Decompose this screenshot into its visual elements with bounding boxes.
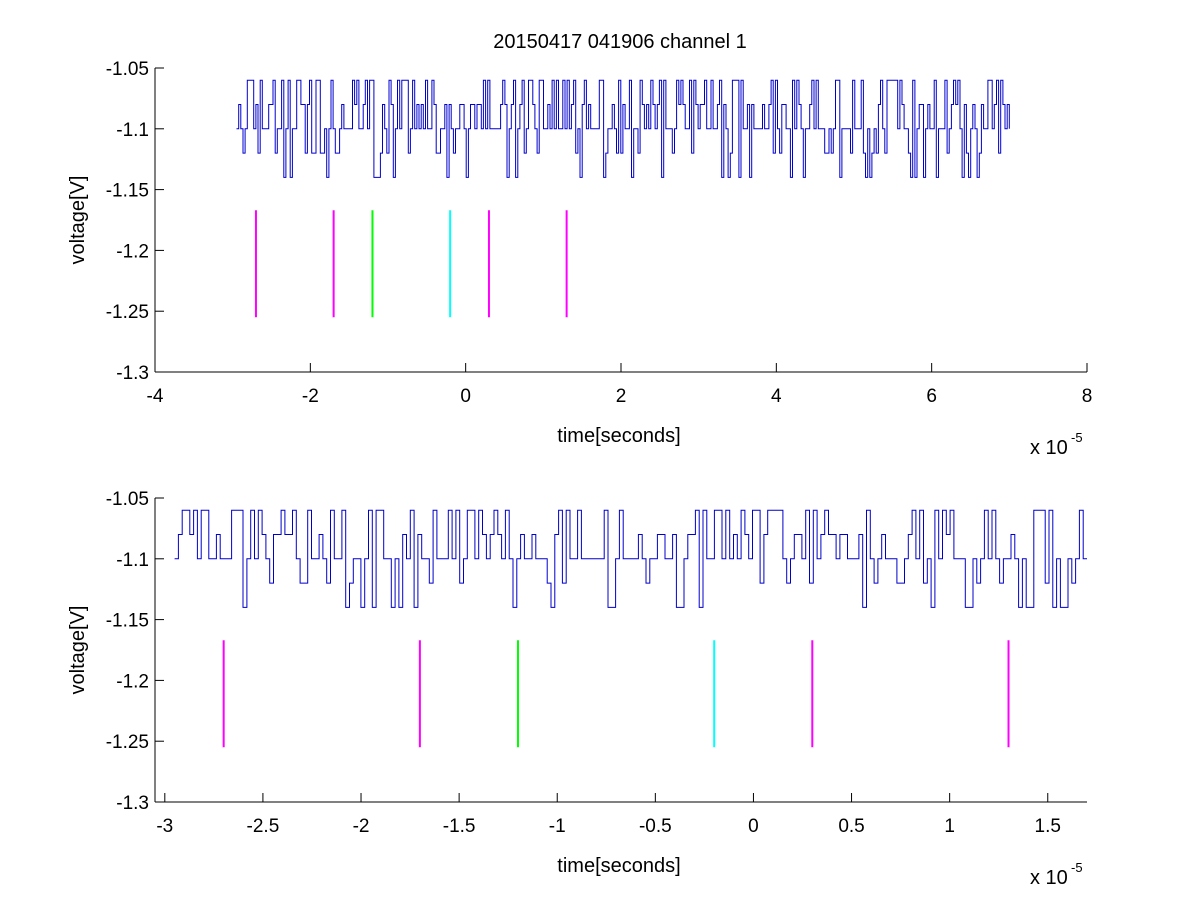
y-axis-label: voltage[V]: [67, 176, 89, 265]
x-tick-label: 1.5: [1035, 816, 1061, 837]
figure-title: 20150417 041906 channel 1: [493, 31, 747, 53]
x-tick-label: -2: [302, 386, 319, 407]
signal-trace: [236, 79, 1010, 178]
y-tick-label: -1.1: [116, 120, 149, 141]
y-tick-label: -1.05: [106, 489, 149, 510]
x-tick-label: -3: [156, 816, 173, 837]
x-tick-label: -1: [549, 816, 566, 837]
x-tick-label: -0.5: [639, 816, 672, 837]
y-tick-label: -1.3: [116, 363, 149, 384]
x-tick-label: 2: [616, 386, 627, 407]
y-tick-label: -1.2: [116, 671, 149, 692]
bottom-plot: -1.3 -1.25 -1.2 -1.15 -1.1 -1.05 -3 -2.5 -2 -1.5 -…: [67, 489, 1087, 889]
x-tick-label: -4: [147, 386, 164, 407]
x-tick-label: -1.5: [443, 816, 476, 837]
y-tick-label: -1.05: [106, 59, 149, 80]
x-multiplier-label: x 10: [1030, 437, 1068, 459]
x-axis-label: time[seconds]: [557, 425, 680, 447]
x-multiplier-exponent: -5: [1071, 860, 1083, 875]
x-tick-label: 1: [944, 816, 955, 837]
x-multiplier-label: x 10: [1030, 867, 1068, 889]
signal-trace: [174, 509, 1087, 608]
x-axis-label: time[seconds]: [557, 855, 680, 877]
y-tick-label: -1.25: [106, 732, 149, 753]
x-tick-label: 8: [1082, 386, 1093, 407]
x-tick-label: 0.5: [838, 816, 864, 837]
x-tick-label: 0: [460, 386, 471, 407]
x-multiplier-exponent: -5: [1071, 430, 1083, 445]
y-axis-label: voltage[V]: [67, 606, 89, 695]
x-tick-label: 4: [771, 386, 782, 407]
x-tick-label: -2: [353, 816, 370, 837]
x-tick-label: 0: [748, 816, 759, 837]
y-tick-label: -1.25: [106, 302, 149, 323]
y-tick-label: -1.15: [106, 611, 149, 632]
y-tick-label: -1.3: [116, 793, 149, 814]
top-plot: -1.3 -1.25 -1.2 -1.15 -1.1 -1.05 -4 -2 0 2 4 6 8 time…: [67, 59, 1092, 459]
y-tick-label: -1.15: [106, 181, 149, 202]
x-tick-label: 6: [926, 386, 937, 407]
y-tick-label: -1.2: [116, 241, 149, 262]
y-tick-label: -1.1: [116, 550, 149, 571]
x-tick-label: -2.5: [247, 816, 280, 837]
